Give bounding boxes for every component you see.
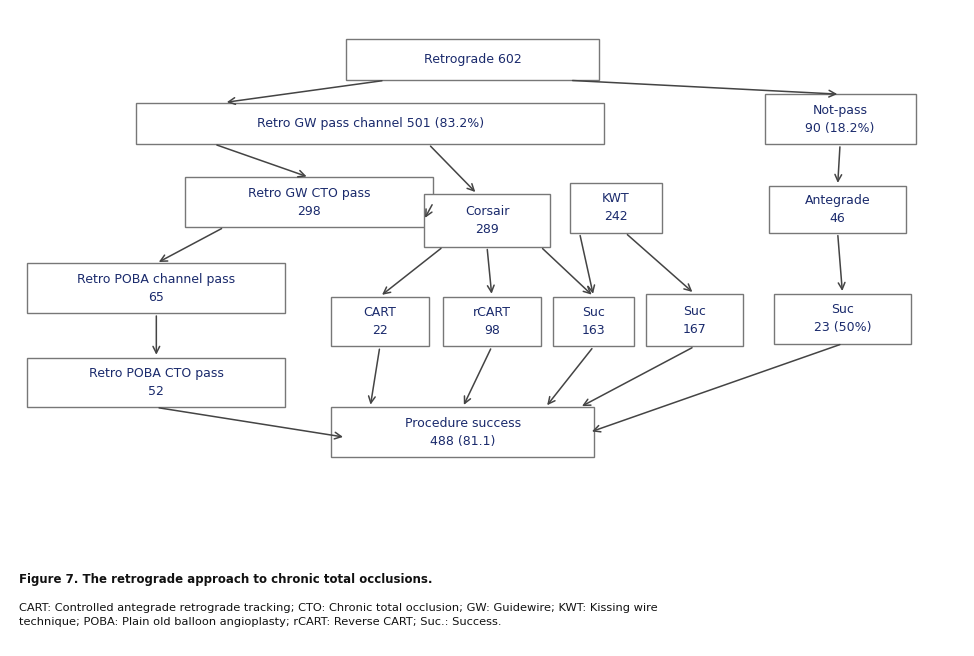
Text: Suc
23 (50%): Suc 23 (50%) [813, 303, 872, 335]
Bar [424, 194, 550, 247]
Bar [765, 94, 916, 144]
Bar [769, 186, 906, 233]
Text: Suc
163: Suc 163 [581, 306, 606, 337]
Bar [331, 407, 594, 457]
Text: Retro GW pass channel 501 (83.2%): Retro GW pass channel 501 (83.2%) [256, 117, 484, 130]
Bar [570, 183, 662, 233]
Text: CART: Controlled antegrade retrograde tracking; CTO: Chronic total occlusion; GW: CART: Controlled antegrade retrograde tr… [19, 603, 658, 627]
Text: Suc
167: Suc 167 [683, 304, 706, 336]
Bar [27, 263, 285, 313]
Text: Retro GW CTO pass
298: Retro GW CTO pass 298 [248, 187, 370, 218]
Text: KWT
242: KWT 242 [602, 192, 630, 224]
Text: rCART
98: rCART 98 [472, 306, 511, 337]
Text: Retro POBA CTO pass
52: Retro POBA CTO pass 52 [89, 367, 224, 398]
Bar [443, 297, 541, 346]
Text: Not-pass
90 (18.2%): Not-pass 90 (18.2%) [805, 104, 875, 134]
Bar [331, 297, 429, 346]
Text: Figure 7. The retrograde approach to chronic total occlusions.: Figure 7. The retrograde approach to chr… [19, 573, 433, 586]
Text: Retrograde 602: Retrograde 602 [424, 53, 521, 66]
Bar [27, 358, 285, 407]
Bar [646, 294, 743, 346]
Text: CART
22: CART 22 [363, 306, 396, 337]
Text: Procedure success
488 (81.1): Procedure success 488 (81.1) [404, 417, 521, 448]
Text: Corsair
289: Corsair 289 [465, 205, 509, 236]
Bar [346, 39, 599, 81]
Bar [553, 297, 634, 346]
Bar [774, 294, 911, 344]
Text: Antegrade
46: Antegrade 46 [805, 194, 871, 225]
Bar [136, 102, 604, 144]
Text: Retro POBA channel pass
65: Retro POBA channel pass 65 [77, 273, 236, 304]
Bar [185, 177, 433, 227]
